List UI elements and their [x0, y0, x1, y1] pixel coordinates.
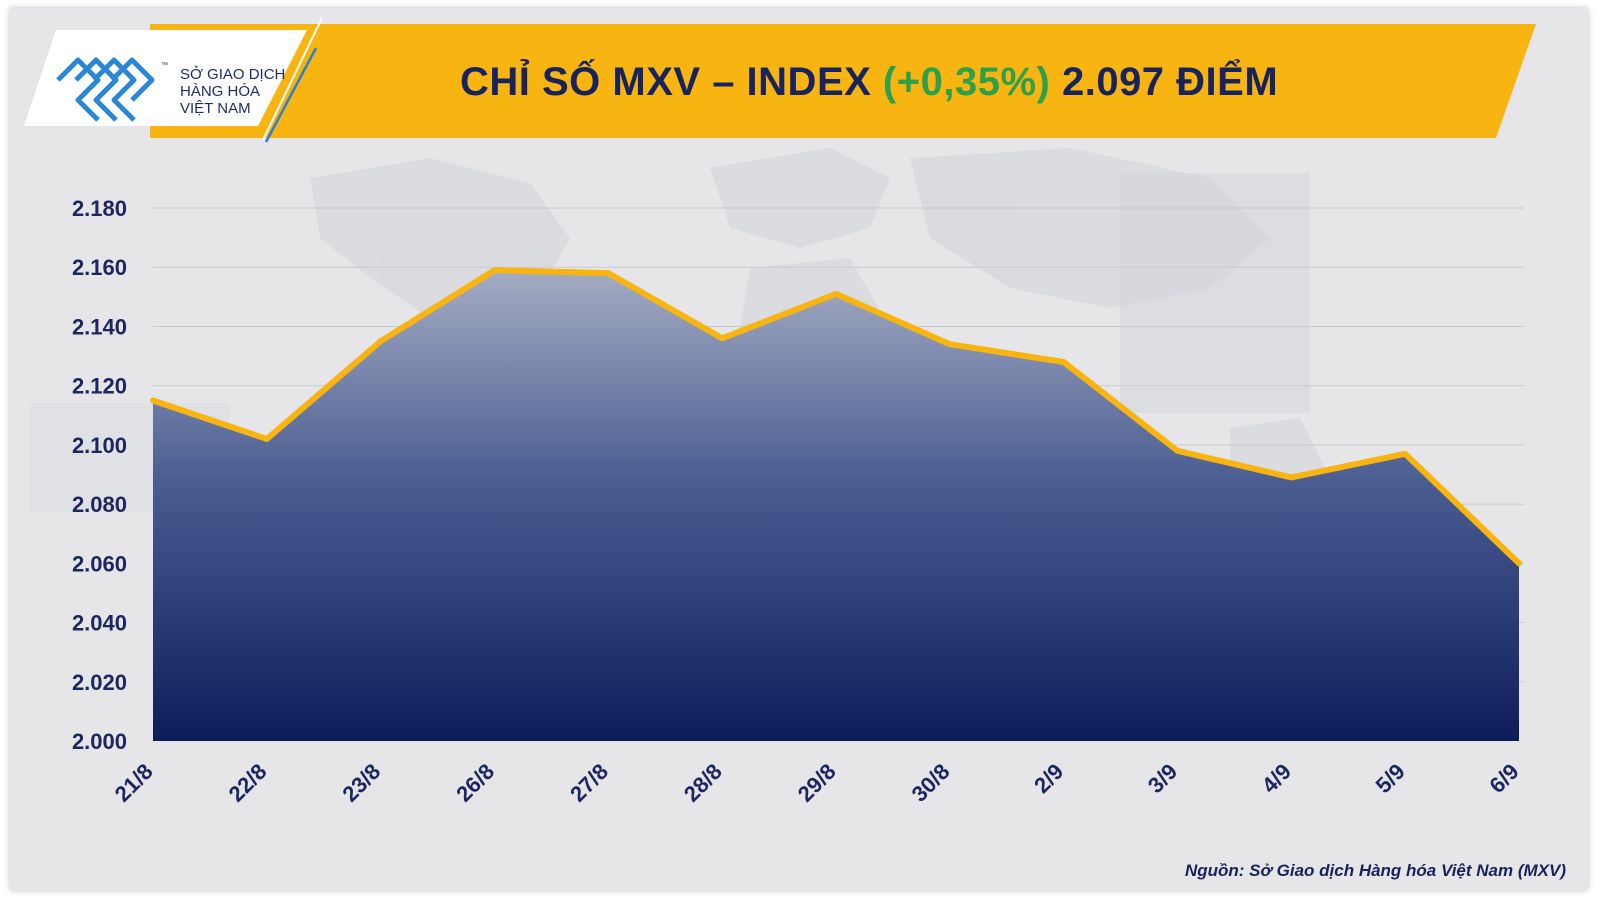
title-prefix: CHỈ SỐ MXV – INDEX	[460, 60, 883, 104]
x-tick-label: 4/9	[1257, 759, 1296, 798]
x-tick-label: 22/8	[224, 759, 272, 807]
x-tick-label: 2/9	[1029, 759, 1068, 798]
data-point	[1289, 475, 1294, 480]
y-tick-label: 2.160	[72, 255, 127, 280]
x-tick-label: 27/8	[565, 759, 613, 807]
area-fill	[153, 270, 1519, 741]
x-tick-label: 23/8	[337, 759, 385, 807]
data-point	[1517, 561, 1521, 566]
logo-text: SỞ GIAO DỊCH HÀNG HÓA VIỆT NAM	[180, 66, 285, 117]
y-tick-label: 2.040	[72, 611, 127, 636]
y-axis: 2.000 2.020 2.040 2.060 2.080 2.100 2.120 2.140…	[72, 196, 127, 754]
data-point	[151, 398, 155, 403]
y-tick-label: 2.080	[72, 492, 127, 517]
y-tick-label: 2.000	[72, 729, 127, 754]
trademark-mark: ™	[161, 62, 168, 69]
y-tick-label: 2.100	[72, 433, 127, 458]
title-suffix: 2.097 ĐIỂM	[1050, 60, 1279, 104]
x-tick-label: 21/8	[110, 759, 158, 807]
x-tick-label: 5/9	[1371, 759, 1410, 798]
data-point	[492, 268, 497, 273]
plot-area	[150, 267, 1522, 741]
x-tick-label: 30/8	[907, 759, 955, 807]
x-tick-label: 6/9	[1484, 759, 1523, 798]
data-point	[1175, 448, 1180, 453]
header-banner	[24, 17, 1536, 143]
title-change-percent: (+0,35%)	[882, 60, 1051, 104]
chart-card: ™ SỞ GIAO DỊCH HÀNG HÓA VIỆT NAM CHỈ SỐ …	[10, 8, 1588, 890]
y-tick-label: 2.020	[72, 670, 127, 695]
logo-line-1: SỞ GIAO DỊCH	[180, 66, 286, 83]
logo-line-3: VIỆT NAM	[180, 100, 251, 117]
data-point	[834, 291, 838, 296]
data-point	[1061, 359, 1066, 364]
mxv-logo-icon	[56, 57, 155, 122]
x-tick-label: 3/9	[1143, 759, 1182, 798]
title-bar	[150, 24, 1536, 138]
area-chart: 2.000 2.020 2.040 2.060 2.080 2.100 2.120 2.140…	[72, 196, 1524, 807]
x-tick-label: 28/8	[679, 759, 727, 807]
data-point	[264, 436, 269, 441]
y-tick-label: 2.140	[72, 314, 127, 339]
y-tick-label: 2.180	[72, 196, 127, 221]
x-tick-label: 26/8	[451, 759, 499, 807]
y-tick-label: 2.060	[72, 551, 127, 576]
y-tick-label: 2.120	[72, 374, 127, 399]
chart-title: CHỈ SỐ MXV – INDEX (+0,35%) 2.097 ĐIỂM	[460, 60, 1278, 105]
source-note: Nguồn: Sở Giao dịch Hàng hóa Việt Nam (M…	[1184, 861, 1566, 880]
data-point	[378, 339, 383, 344]
data-point	[1403, 451, 1408, 456]
x-axis: 21/8 22/8 23/8 26/8 27/8 28/8 29/8 30/8 2/9 3/9 4/…	[110, 759, 1524, 807]
data-point	[947, 342, 952, 347]
x-tick-label: 29/8	[793, 759, 841, 807]
data-point	[606, 271, 611, 276]
data-point	[720, 336, 725, 341]
logo-line-2: HÀNG HÓA	[180, 83, 261, 100]
